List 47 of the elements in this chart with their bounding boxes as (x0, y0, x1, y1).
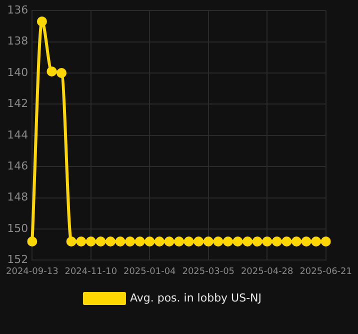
y-tick-label: 138 (7, 34, 28, 48)
point (222, 236, 233, 246)
legend-label: Avg. pos. in lobby US-NJ (130, 291, 262, 304)
y-tick-label: 142 (7, 97, 28, 110)
x-tick-label: 2025-03-05 (182, 266, 235, 277)
point (194, 236, 204, 246)
point (311, 236, 322, 246)
point (282, 236, 292, 246)
point (56, 68, 67, 78)
point (27, 236, 38, 246)
point (96, 236, 106, 246)
point (144, 236, 155, 246)
x-tick-label: 2025-04-28 (240, 266, 294, 277)
x-tick-label: 2025-06-21 (300, 266, 352, 277)
point (134, 236, 145, 246)
point (115, 236, 126, 246)
x-tick-label: 2025-01-04 (123, 266, 176, 277)
point (232, 236, 243, 246)
point (242, 236, 253, 246)
x-tick-label: 2024-11-10 (64, 266, 118, 277)
y-tick-label: 150 (7, 222, 28, 235)
point (154, 236, 164, 246)
point (86, 236, 96, 246)
y-tick-label: 144 (7, 128, 28, 142)
point (320, 236, 331, 246)
point (46, 66, 57, 76)
x-tick-label: 2024-09-13 (6, 266, 58, 277)
point (272, 236, 282, 246)
y-tick-label: 140 (7, 66, 28, 79)
point (262, 236, 272, 246)
point (213, 236, 224, 246)
point (203, 236, 214, 246)
y-tick-label: 146 (7, 159, 28, 172)
y-tick-label: 136 (7, 3, 28, 16)
y-tick-label: 152 (7, 253, 28, 266)
point (184, 236, 194, 246)
point (291, 236, 302, 246)
y-tick-label: 148 (7, 190, 28, 204)
point (252, 236, 262, 246)
point (174, 236, 184, 246)
point (164, 236, 174, 246)
point (36, 16, 47, 27)
point (125, 236, 136, 246)
point (76, 236, 86, 246)
point (301, 236, 312, 246)
point (66, 236, 76, 246)
point (105, 236, 116, 246)
